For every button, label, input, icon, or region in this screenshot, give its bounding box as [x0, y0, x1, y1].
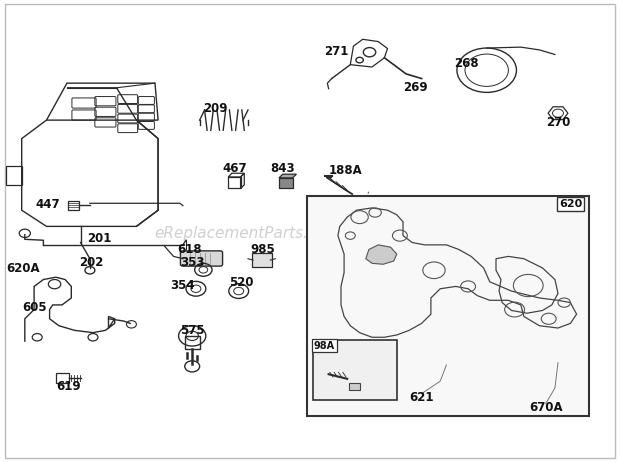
Text: 619: 619 — [56, 380, 81, 393]
Bar — [68, 201, 79, 210]
Text: 620A: 620A — [7, 262, 40, 275]
Text: 467: 467 — [222, 162, 247, 175]
Text: 354: 354 — [170, 279, 195, 292]
Text: 201: 201 — [87, 232, 112, 245]
FancyBboxPatch shape — [252, 253, 272, 267]
Text: 621: 621 — [409, 391, 434, 404]
Text: 618: 618 — [177, 243, 202, 256]
Polygon shape — [279, 174, 296, 178]
Polygon shape — [279, 178, 293, 188]
Text: 843: 843 — [270, 162, 294, 175]
Bar — [307, 196, 589, 416]
Text: 202: 202 — [79, 256, 104, 269]
Text: 209: 209 — [203, 102, 228, 115]
Bar — [56, 373, 69, 383]
Bar — [349, 383, 360, 390]
Bar — [185, 336, 200, 349]
FancyBboxPatch shape — [180, 251, 223, 266]
Bar — [313, 340, 397, 400]
Text: 620: 620 — [559, 199, 582, 209]
Text: eReplacementParts.com: eReplacementParts.com — [154, 226, 342, 241]
Text: 670A: 670A — [529, 401, 562, 414]
Text: 268: 268 — [454, 57, 479, 70]
Polygon shape — [366, 245, 397, 264]
Text: 271: 271 — [324, 45, 348, 58]
Text: 269: 269 — [403, 81, 428, 94]
Text: 520: 520 — [229, 276, 254, 289]
Text: 575: 575 — [180, 324, 205, 337]
Text: 353: 353 — [180, 256, 205, 269]
Text: 985: 985 — [250, 243, 275, 256]
Text: 447: 447 — [35, 198, 60, 211]
Text: 98A: 98A — [314, 340, 335, 351]
Text: 270: 270 — [546, 116, 570, 129]
Text: 188A: 188A — [329, 164, 363, 176]
Text: 605: 605 — [22, 301, 46, 314]
